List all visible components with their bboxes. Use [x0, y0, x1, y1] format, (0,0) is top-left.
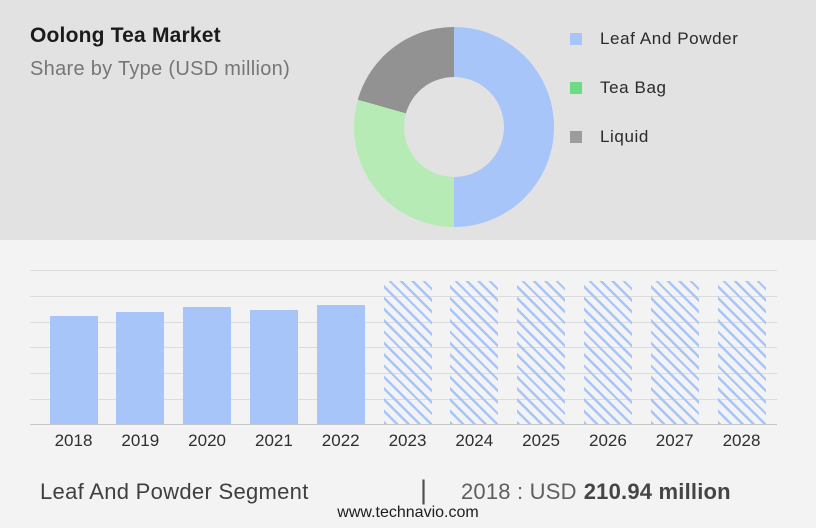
bar-2023-forecast [383, 280, 432, 425]
bar-2027-forecast [650, 280, 699, 425]
x-tick-label: 2018 [54, 431, 93, 450]
bar-chart: 2018 2019 2020 2021 2022 2023 2024 2025 2026 2027… [0, 240, 816, 470]
x-tick-label: 2027 [655, 431, 694, 450]
bar-2018-actual [49, 316, 98, 425]
footer-stat-prefix: 2018 : USD [461, 479, 577, 504]
legend-label: Tea Bag [600, 77, 667, 97]
x-axis-line [30, 424, 777, 426]
legend-swatch-icon [570, 81, 582, 94]
footer-divider: | [420, 475, 428, 505]
bar-2026-forecast [583, 280, 632, 425]
legend-item: Leaf And Powder [570, 14, 738, 63]
x-tick-label: 2026 [588, 431, 627, 450]
footer-segment-label: Leaf And Powder Segment [40, 479, 309, 504]
header-panel: Oolong Tea Market Share by Type (USD mil… [0, 0, 816, 240]
legend-label: Liquid [600, 126, 649, 146]
legend-swatch-icon [570, 32, 582, 45]
bar-2025-forecast [517, 280, 566, 425]
gridline [30, 270, 777, 272]
bar-2020-actual [183, 306, 232, 425]
x-tick-label: 2024 [455, 431, 494, 450]
x-tick-label: 2023 [388, 431, 427, 450]
footer-stat-value: 210.94 million [583, 479, 731, 504]
footer-stat: 2018 : USD 210.94 million [461, 479, 731, 505]
x-tick-label: 2025 [522, 431, 560, 450]
legend-item: Tea Bag [570, 63, 738, 112]
bar-2019-actual [116, 311, 165, 425]
legend-label: Leaf And Powder [600, 28, 739, 48]
bar-2022-actual [316, 304, 365, 425]
bar-2024-forecast [450, 280, 499, 425]
x-tick-label: 2020 [188, 431, 226, 450]
x-tick-label: 2022 [321, 431, 360, 450]
x-tick-label: 2019 [121, 431, 160, 450]
bar-2028-forecast [717, 280, 766, 425]
page-title: Oolong Tea Market [30, 24, 221, 47]
website-link[interactable]: www.technavio.com [337, 504, 479, 521]
legend-swatch-icon [570, 130, 582, 143]
legend: Leaf And Powder Tea Bag Liquid [570, 14, 738, 161]
donut-chart [354, 27, 554, 227]
donut-hole [404, 77, 504, 177]
x-tick-label: 2021 [254, 431, 293, 450]
x-tick-label: 2028 [722, 431, 761, 450]
legend-item: Liquid [570, 112, 738, 161]
bar-2021-actual [249, 309, 298, 425]
page-subtitle: Share by Type (USD million) [30, 58, 291, 80]
